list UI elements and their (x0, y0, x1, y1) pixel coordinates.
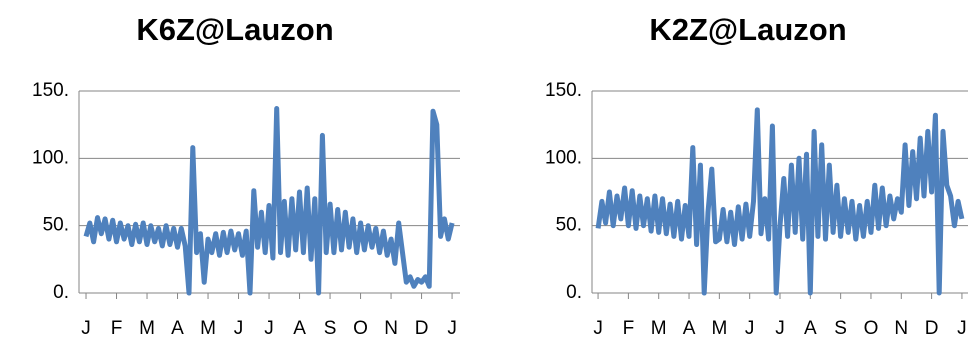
y-tick-label: 150. (545, 80, 582, 101)
x-tick-label: O (353, 318, 368, 339)
x-tick-label: A (293, 318, 306, 339)
x-tick-label: F (623, 318, 635, 339)
x-tick-label: N (384, 318, 398, 339)
x-tick-label: M (711, 318, 727, 339)
x-tick-label: A (171, 318, 184, 339)
y-tick-label: 0. (566, 282, 582, 303)
x-tick-label: J (745, 318, 755, 339)
x-tick-label: F (111, 318, 123, 339)
x-tick-label: O (864, 318, 879, 339)
x-tick-label: J (234, 318, 244, 339)
y-tick-label: 100. (32, 147, 69, 168)
x-tick-label: D (415, 318, 429, 339)
data-line (83, 106, 455, 296)
y-tick-label: 50. (556, 215, 582, 236)
y-tick-label: 0. (53, 282, 69, 303)
x-tick-label: J (264, 318, 274, 339)
x-tick-label: S (834, 318, 847, 339)
x-tick-label: S (324, 318, 337, 339)
x-tick-label: J (957, 318, 967, 339)
x-tick-label: M (651, 318, 667, 339)
x-tick-label: N (894, 318, 908, 339)
y-tick-label: 150. (32, 80, 69, 101)
x-tick-label: M (139, 318, 155, 339)
x-tick-label: A (804, 318, 817, 339)
x-tick-label: D (925, 318, 939, 339)
x-tick-label: J (81, 318, 91, 339)
x-tick-label: J (593, 318, 603, 339)
y-tick-label: 50. (43, 215, 69, 236)
x-tick-label: M (200, 318, 216, 339)
data-line (595, 107, 965, 296)
chart-title: K6Z@Lauzon (136, 12, 333, 47)
x-tick-label: J (775, 318, 785, 339)
chart-title: K2Z@Lauzon (649, 12, 846, 47)
x-tick-label: A (683, 318, 696, 339)
x-tick-label: J (447, 318, 457, 339)
y-tick-label: 100. (545, 147, 582, 168)
